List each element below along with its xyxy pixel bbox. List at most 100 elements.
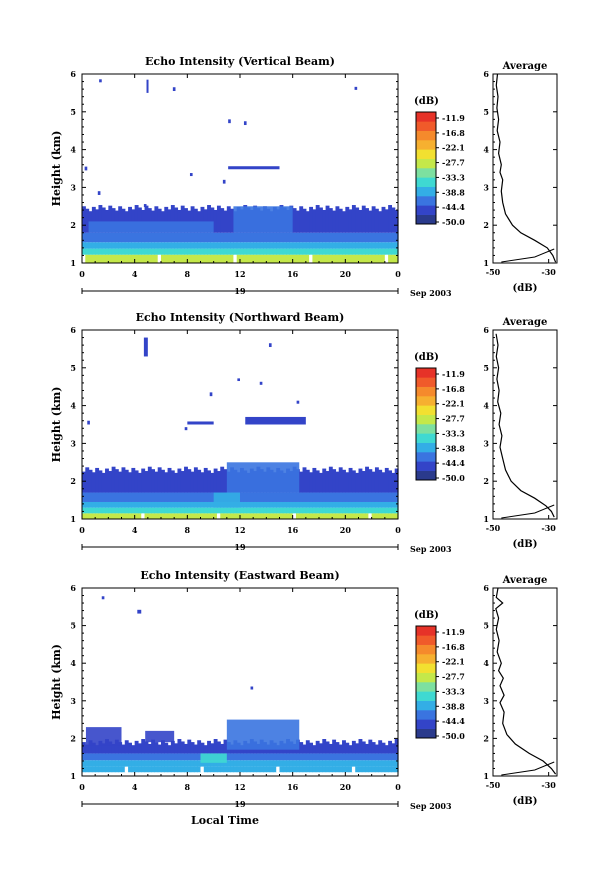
heatmap-cell xyxy=(210,507,215,514)
heatmap-cell xyxy=(147,232,152,243)
heatmap-cell xyxy=(124,760,129,767)
heatmap-cell xyxy=(374,208,379,233)
heatmap-cell xyxy=(319,743,323,754)
heatmap-cell xyxy=(256,501,261,508)
heatmap-cell xyxy=(111,753,116,761)
heatmap-cell xyxy=(170,492,175,502)
heatmap-cell xyxy=(200,766,205,773)
heatmap-cell xyxy=(249,753,254,761)
heatmap-cell xyxy=(114,248,119,255)
heatmap-cell xyxy=(128,232,132,243)
heatmap-patch xyxy=(88,221,214,233)
x-tick-label: 16 xyxy=(287,782,299,792)
heatmap-cell xyxy=(121,766,126,773)
heatmap-cell xyxy=(177,739,182,754)
heatmap-cell xyxy=(249,766,254,773)
heatmap-cell xyxy=(141,468,146,493)
heatmap-cell xyxy=(111,248,116,255)
heatmap-cell xyxy=(286,766,290,773)
colorbar-segment xyxy=(416,396,436,406)
heatmap-cell xyxy=(180,492,185,502)
heatmap-cell xyxy=(351,492,356,502)
heatmap-cell xyxy=(121,248,126,255)
heatmap-cell xyxy=(190,492,195,502)
heatmap-cell xyxy=(114,492,119,502)
heatmap-cell xyxy=(371,232,376,243)
heatmap-cell xyxy=(161,242,165,249)
heatmap-cell xyxy=(351,507,356,514)
heatmap-cell xyxy=(203,513,208,519)
colorbar-label: -27.7 xyxy=(442,158,465,168)
heatmap-cell xyxy=(391,753,396,761)
colorbar-segment xyxy=(416,719,436,729)
heatmap-cell xyxy=(272,507,277,514)
heatmap-cell xyxy=(378,501,383,508)
heatmap-cell xyxy=(325,471,330,493)
heatmap-speckle xyxy=(87,420,90,425)
heatmap-cell xyxy=(309,248,314,255)
heatmap-speckle xyxy=(143,337,148,357)
heatmap-cell xyxy=(361,753,366,761)
heatmap-cell xyxy=(394,492,399,502)
heatmap-cell xyxy=(269,248,274,255)
x-tick-label: 4 xyxy=(132,269,138,279)
heatmap-cell xyxy=(154,254,159,263)
heatmap-cell xyxy=(338,242,343,249)
avg-y-tick-label: 6 xyxy=(483,325,489,335)
heatmap-cell xyxy=(131,232,136,243)
heatmap-cell xyxy=(351,254,356,263)
heatmap-speckle xyxy=(99,79,102,83)
heatmap-cell xyxy=(144,471,149,493)
heatmap-cell xyxy=(91,760,96,767)
heatmap-cell xyxy=(147,208,152,233)
heatmap-cell xyxy=(82,248,86,255)
heatmap-cell xyxy=(200,513,205,519)
heatmap-cell xyxy=(302,254,307,263)
heatmap-cell xyxy=(203,745,208,754)
colorbar-unit: (dB) xyxy=(414,610,439,621)
heatmap-cell xyxy=(236,242,241,249)
heatmap-cell xyxy=(358,209,363,233)
heatmap-cell xyxy=(121,467,126,493)
heatmap-cell xyxy=(98,740,103,754)
heatmap-cell xyxy=(295,248,300,255)
heatmap-cell xyxy=(368,507,373,514)
heatmap-cell xyxy=(253,766,258,773)
heatmap-cell xyxy=(108,741,113,754)
heatmap-cell xyxy=(157,254,162,263)
heatmap-cell xyxy=(233,766,238,773)
heatmap-cell xyxy=(200,501,205,508)
heatmap-cell xyxy=(114,501,119,508)
heatmap-cell xyxy=(394,209,399,233)
colorbar-segment xyxy=(416,158,436,169)
heatmap-cell xyxy=(374,467,379,493)
heatmap-cell xyxy=(91,507,96,514)
heatmap-cell xyxy=(223,469,228,493)
colorbar-segment xyxy=(416,205,436,215)
heatmap-cell xyxy=(351,470,356,493)
heatmap-cell xyxy=(98,507,103,514)
heatmap-cell xyxy=(203,242,208,249)
heatmap-cell xyxy=(151,492,156,502)
heatmap-cell xyxy=(233,254,238,263)
y-axis-label: Height (km) xyxy=(50,387,63,463)
heatmap-cell xyxy=(88,469,93,493)
heatmap-cell xyxy=(141,766,146,773)
heatmap-cell xyxy=(345,513,350,519)
colorbar-label: -27.7 xyxy=(442,672,465,682)
heatmap-cell xyxy=(124,501,129,508)
heatmap-cell xyxy=(299,492,304,502)
heatmap-cell xyxy=(128,206,132,233)
heatmap-cell xyxy=(101,207,106,233)
heatmap-cell xyxy=(295,242,300,249)
heatmap-cell xyxy=(170,740,175,754)
heatmap-cell xyxy=(184,513,188,519)
heatmap-cell xyxy=(302,232,307,243)
heatmap-cell xyxy=(256,254,261,263)
heatmap-cell xyxy=(111,507,116,514)
heatmap-cell xyxy=(374,744,379,754)
heatmap-cell xyxy=(371,742,376,754)
heatmap-cell xyxy=(292,208,297,233)
